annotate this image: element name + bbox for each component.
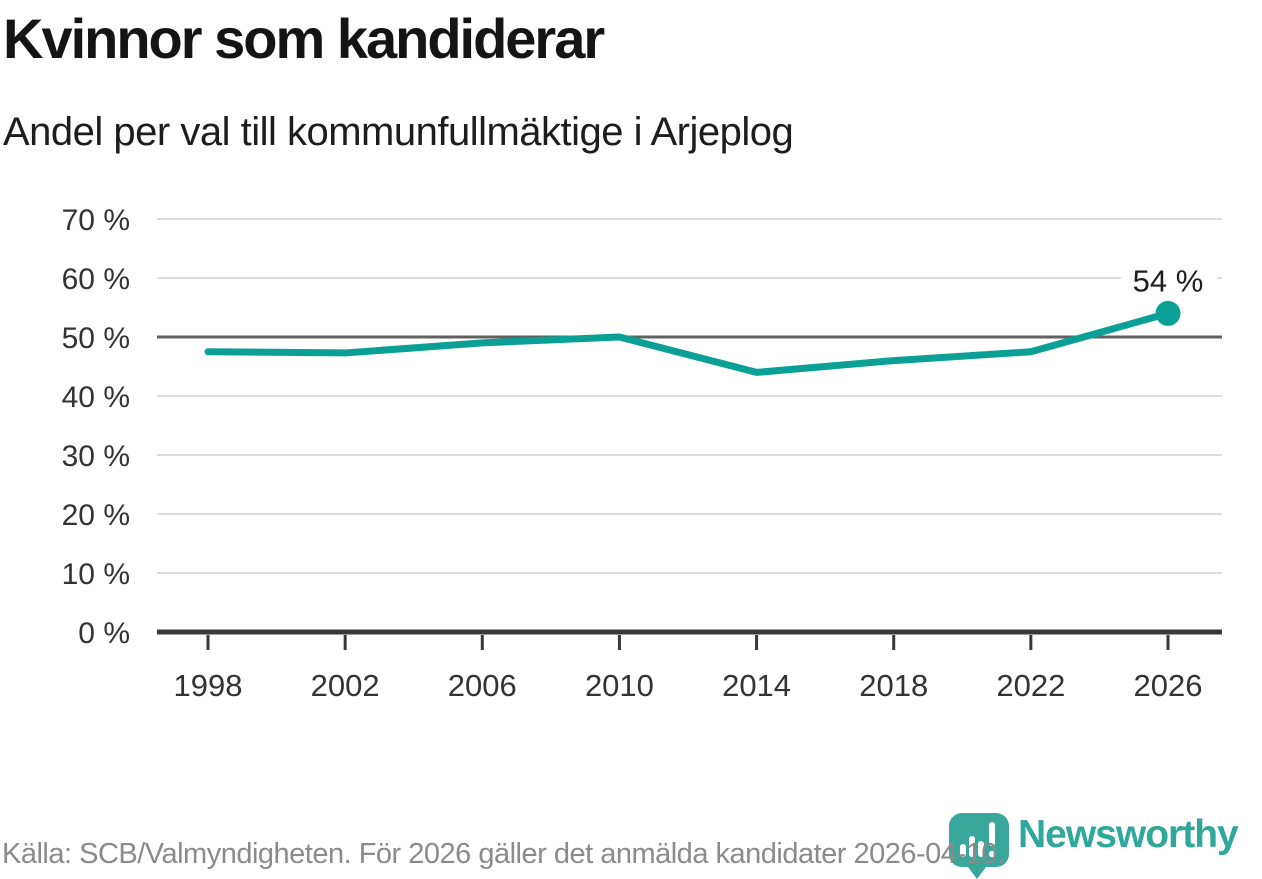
map-pin-bar-chart-icon xyxy=(949,813,1009,879)
x-axis-label: 1998 xyxy=(174,668,243,703)
data-point-marker xyxy=(1155,300,1181,326)
y-axis-label: 10 % xyxy=(62,558,130,591)
x-axis-label: 2002 xyxy=(311,668,380,703)
x-axis-label: 2010 xyxy=(585,668,654,703)
x-axis-label: 2026 xyxy=(1134,668,1203,703)
y-axis-label: 40 % xyxy=(62,381,130,414)
y-axis-label: 60 % xyxy=(62,263,130,296)
x-axis-label: 2022 xyxy=(996,668,1065,703)
x-axis-label: 2018 xyxy=(859,668,928,703)
newsworthy-logo: Newsworthy xyxy=(948,812,1239,879)
y-axis-label: 70 % xyxy=(62,204,130,237)
y-axis-label: 50 % xyxy=(62,322,130,355)
source-note: Källa: SCB/Valmyndigheten. För 2026 gäll… xyxy=(2,838,1005,870)
trend-line xyxy=(204,309,1172,376)
y-axis-label: 0 % xyxy=(78,617,130,650)
brand-name: Newsworthy xyxy=(1018,813,1239,856)
y-axis-label: 20 % xyxy=(62,499,130,532)
page-title: Kvinnor som kandiderar xyxy=(3,7,605,70)
x-axis-label: 2006 xyxy=(448,668,517,703)
y-axis-label: 30 % xyxy=(62,440,130,473)
annotation-halo xyxy=(1121,261,1217,300)
x-axis-label: 2014 xyxy=(722,668,791,703)
value-annotation: 54 % xyxy=(1133,263,1204,298)
chart-subtitle: Andel per val till kommunfullmäktige i A… xyxy=(3,110,794,154)
